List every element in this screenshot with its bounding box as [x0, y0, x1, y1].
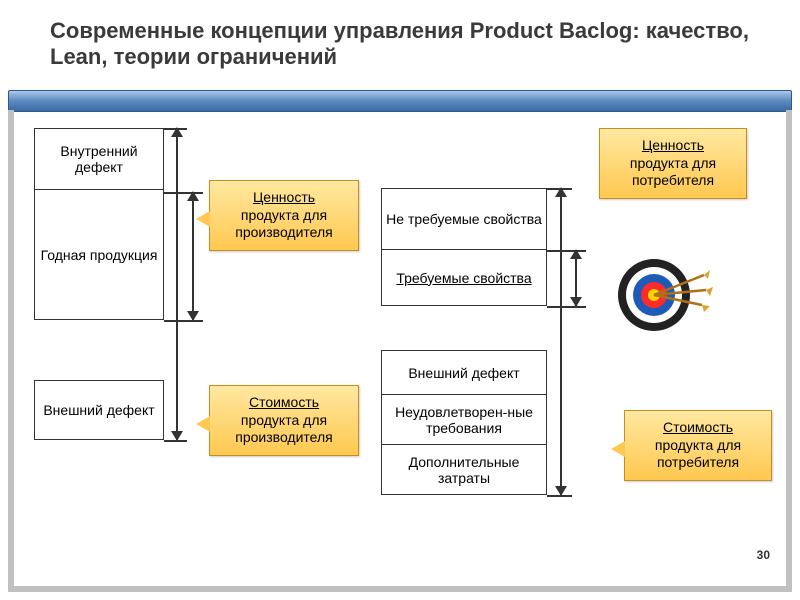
callout-line: Стоимость	[663, 419, 733, 435]
callout-value-consumer: Ценность продукта для потребителя	[599, 128, 747, 199]
target-icon	[614, 250, 714, 340]
cell-good-product: Годная продукция	[34, 190, 164, 320]
arrow-right-inner	[575, 250, 577, 306]
arrow-cap	[547, 306, 586, 308]
title-bar	[8, 90, 792, 112]
callout-line: Стоимость	[249, 394, 319, 410]
slide-title: Современные концепции управления Product…	[50, 18, 750, 71]
arrow-cap	[547, 495, 572, 497]
cell-external-defect-left: Внешний дефект	[34, 380, 164, 440]
arrow-right-outer	[560, 188, 562, 495]
callout-line: продукта для	[241, 207, 327, 223]
callout-line: продукта для	[655, 437, 741, 453]
callout-line: продукта для	[630, 155, 716, 171]
callout-cost-consumer: Стоимость продукта для потребителя	[624, 410, 772, 481]
callout-line: Ценность	[253, 189, 315, 205]
callout-line: потребителя	[632, 172, 714, 188]
cell-additional-costs: Дополнительные затраты	[381, 445, 547, 495]
diagram-area: Внутренний дефект Годная продукция Внешн…	[14, 120, 786, 586]
callout-value-manufacturer: Ценность продукта для производителя	[209, 180, 359, 251]
callout-line: производителя	[235, 224, 332, 240]
cell-unmet-requirements: Неудовлетворен-ные требования	[381, 395, 547, 445]
arrow-cap	[164, 440, 187, 442]
arrow-left-outer	[176, 128, 178, 440]
callout-line: производителя	[235, 429, 332, 445]
callout-line: Ценность	[642, 137, 704, 153]
cell-not-required-props: Не требуемые свойства	[381, 188, 547, 250]
cell-external-defect-right: Внешний дефект	[381, 350, 547, 395]
callout-cost-manufacturer: Стоимость продукта для производителя	[209, 385, 359, 456]
cell-internal-defect: Внутренний дефект	[34, 128, 164, 190]
callout-line: продукта для	[241, 412, 327, 428]
arrow-cap	[164, 320, 203, 322]
cell-required-props: Требуемые свойства	[381, 250, 547, 306]
page-number: 30	[757, 548, 770, 562]
callout-line: потребителя	[657, 454, 739, 470]
arrow-left-inner	[192, 192, 194, 320]
frame-bottom	[8, 586, 792, 592]
frame-right	[786, 110, 792, 586]
